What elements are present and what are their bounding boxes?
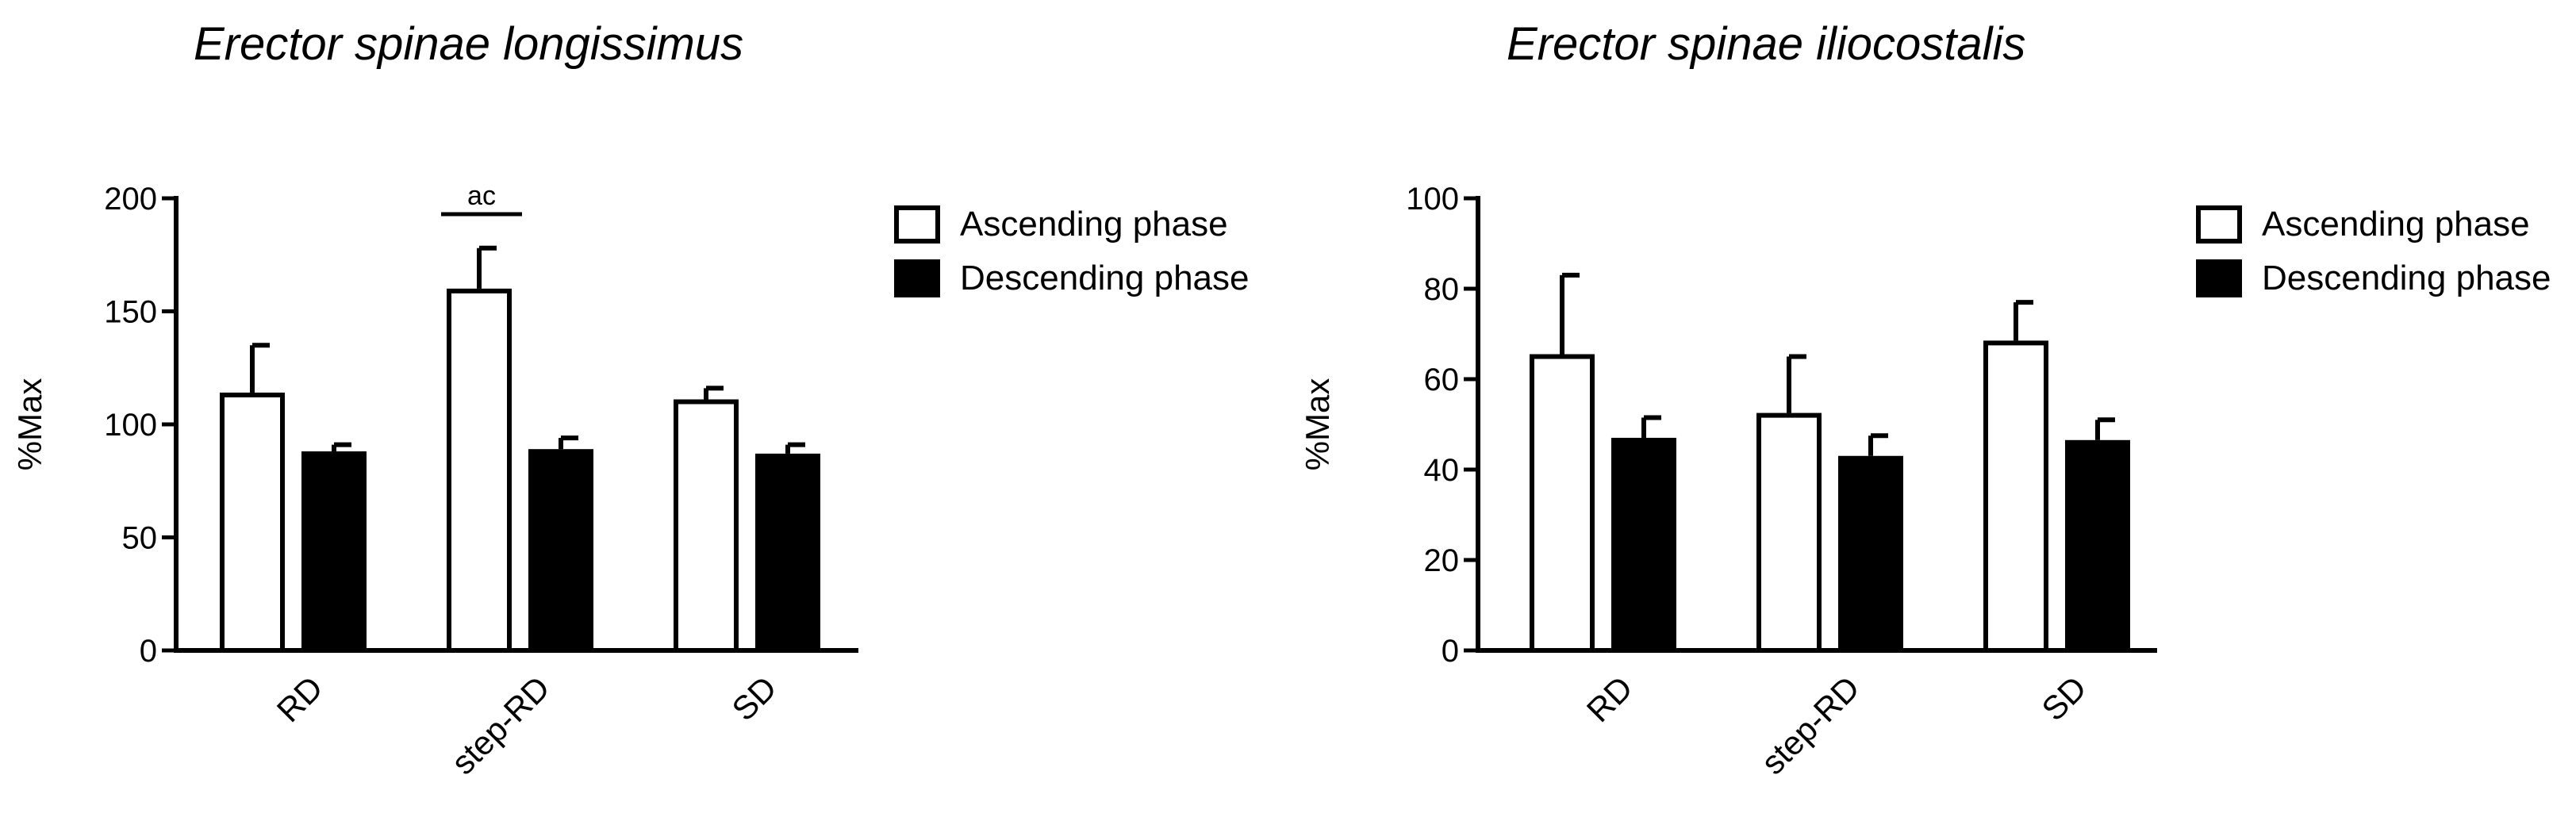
chart-panel-longissimus: Erector spinae longissimus RD step-RD SD ac… [11, 18, 1249, 781]
y-tick-label: 60 [1424, 362, 1460, 397]
bar-ascending-phase [447, 288, 512, 653]
x-tick-label: RD [1580, 669, 1640, 729]
y-tick-label: 0 [140, 634, 157, 669]
y-tick-label: 100 [104, 408, 157, 443]
legend-swatch [894, 259, 940, 297]
x-tick-label: SD [724, 669, 784, 728]
legend-label: Descending phase [2262, 259, 2551, 297]
legend-swatch [894, 205, 940, 244]
bar-ascending-phase [1983, 340, 2048, 653]
significance-label: ac [467, 181, 496, 211]
x-tick-label: step-RD [444, 669, 557, 781]
chart-panel-iliocostalis: Erector spinae iliocostalis RD step-RD SD 0… [1288, 0, 2576, 817]
y-tick-label: 20 [1424, 543, 1460, 578]
legend-swatch [2196, 205, 2242, 244]
bar-ascending-phase [1530, 354, 1595, 653]
legend-label: Ascending phase [960, 205, 1228, 244]
y-tick-label: 40 [1424, 453, 1460, 488]
x-tick-label: step-RD [1754, 669, 1867, 781]
y-tick-label: 0 [1442, 634, 1459, 669]
bar-descending-phase [1611, 437, 1676, 653]
y-axis-title: %Max [11, 378, 48, 471]
bar-ascending-phase [674, 399, 739, 653]
bar-descending-phase [528, 449, 593, 654]
x-tick-label: SD [2034, 669, 2094, 728]
bar-descending-phase [2065, 439, 2130, 653]
bar-descending-phase [301, 451, 367, 653]
y-tick-label: 200 [104, 182, 157, 217]
bar-ascending-phase [220, 392, 285, 653]
bar-chart-iliocostalis: RD step-RD SD 0 20 40 60 80 100 %Max Ascending pha… [1299, 182, 2551, 781]
y-tick-label: 50 [122, 521, 158, 556]
y-tick-label: 80 [1424, 272, 1460, 307]
legend-label: Ascending phase [2262, 205, 2530, 244]
chart-title: Erector spinae longissimus [194, 18, 744, 70]
y-tick-label: 100 [1406, 182, 1459, 217]
y-axis-title: %Max [1299, 378, 1336, 471]
bar-descending-phase [755, 453, 820, 654]
x-tick-label: RD [270, 669, 330, 729]
bar-descending-phase [1838, 455, 1903, 653]
chart-title: Erector spinae iliocostalis [1507, 18, 2026, 70]
y-tick-label: 150 [104, 295, 157, 330]
bar-ascending-phase [1756, 412, 1822, 653]
legend-label: Descending phase [960, 259, 1249, 297]
bar-chart-longissimus: RD step-RD SD ac 0 50 100 150 200 %Max Ascending p… [11, 181, 1249, 781]
legend-swatch [2196, 259, 2242, 297]
